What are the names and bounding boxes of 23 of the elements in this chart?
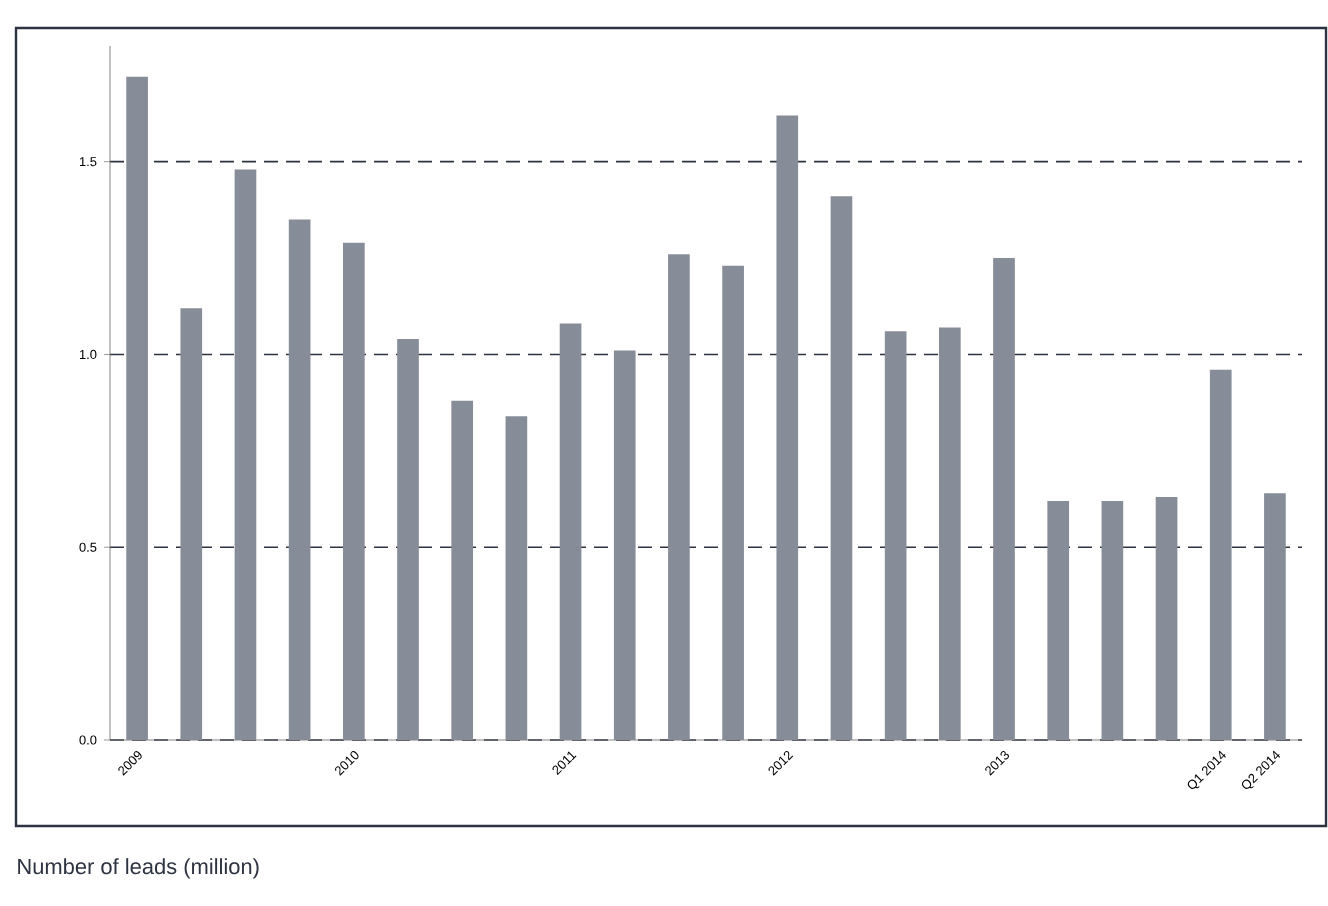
text: Number of leads (million): [18, 858, 259, 879]
bar: [1101, 500, 1124, 740]
bar: [342, 242, 365, 740]
bar: [884, 331, 907, 740]
bar: [180, 308, 203, 740]
bar: [1155, 497, 1178, 740]
bar: [722, 265, 744, 740]
bar: [1209, 369, 1232, 740]
bar: [1264, 493, 1286, 740]
bar: [234, 169, 257, 740]
bar: [451, 400, 474, 740]
bar: [397, 339, 419, 740]
bar: [776, 115, 799, 740]
bar: [938, 327, 961, 740]
bar: [559, 323, 582, 740]
bar: [993, 258, 1015, 740]
bar: [1047, 500, 1070, 740]
bar: [126, 76, 148, 740]
bar: [668, 254, 690, 740]
bar: [505, 416, 528, 740]
bar: [830, 196, 853, 740]
bar: [288, 219, 311, 740]
bar: [613, 350, 636, 740]
